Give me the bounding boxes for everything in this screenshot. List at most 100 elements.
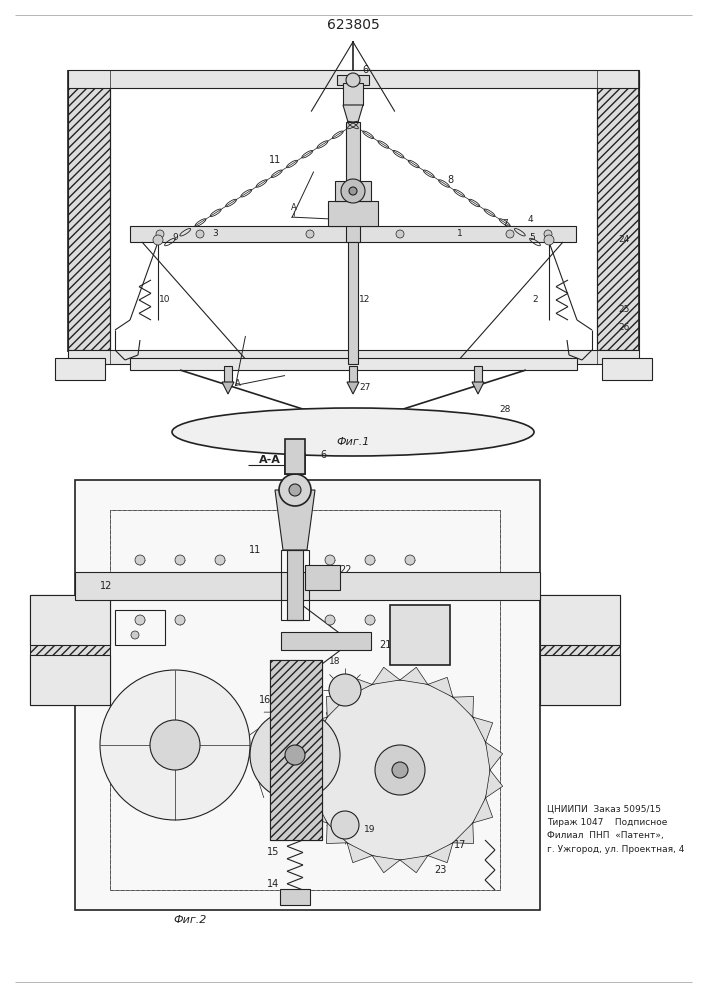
Text: 4: 4 <box>527 216 533 225</box>
Text: 623805: 623805 <box>327 18 380 32</box>
Circle shape <box>331 811 359 839</box>
Circle shape <box>325 615 335 625</box>
Bar <box>328 201 378 226</box>
Circle shape <box>310 680 490 860</box>
Text: 12: 12 <box>100 581 112 591</box>
Polygon shape <box>222 382 234 394</box>
Text: 25: 25 <box>618 306 629 314</box>
Bar <box>597 72 639 350</box>
Polygon shape <box>486 742 503 770</box>
Circle shape <box>346 73 360 87</box>
Bar <box>540 595 620 645</box>
Circle shape <box>100 670 250 820</box>
Polygon shape <box>343 105 363 122</box>
Text: 1: 1 <box>457 230 463 238</box>
Text: 17: 17 <box>454 840 466 850</box>
Circle shape <box>135 615 145 625</box>
Text: 15: 15 <box>267 847 279 857</box>
Polygon shape <box>308 717 327 742</box>
Polygon shape <box>347 382 359 394</box>
Text: 14: 14 <box>267 879 279 889</box>
Polygon shape <box>372 667 400 684</box>
Text: 24: 24 <box>618 235 629 244</box>
Circle shape <box>392 762 408 778</box>
Polygon shape <box>275 490 315 550</box>
Bar <box>270 660 322 840</box>
Text: 6: 6 <box>362 65 368 75</box>
Circle shape <box>285 745 305 765</box>
Polygon shape <box>428 843 453 863</box>
Bar <box>602 358 652 380</box>
Polygon shape <box>473 798 493 823</box>
Polygon shape <box>347 677 372 697</box>
Text: 2: 2 <box>532 296 538 304</box>
Text: 11: 11 <box>249 545 261 555</box>
Circle shape <box>329 674 361 706</box>
Bar <box>540 655 620 705</box>
Text: 6: 6 <box>320 450 326 460</box>
Circle shape <box>365 555 375 565</box>
Circle shape <box>306 230 314 238</box>
Bar <box>270 660 322 840</box>
Circle shape <box>175 615 185 625</box>
Polygon shape <box>473 717 493 742</box>
Text: Фиг.1: Фиг.1 <box>337 437 370 447</box>
Polygon shape <box>400 856 428 873</box>
Text: Фиг.2: Фиг.2 <box>173 915 206 925</box>
Bar <box>287 550 303 620</box>
Text: А-А: А-А <box>259 455 281 465</box>
Text: 7: 7 <box>502 220 508 229</box>
Bar <box>335 181 371 201</box>
Bar <box>281 632 371 650</box>
Bar <box>130 358 577 370</box>
Polygon shape <box>472 382 484 394</box>
Circle shape <box>506 230 514 238</box>
Circle shape <box>153 235 163 245</box>
Bar <box>337 75 369 85</box>
Polygon shape <box>486 770 503 798</box>
Circle shape <box>375 745 425 795</box>
Circle shape <box>544 230 552 238</box>
Circle shape <box>544 235 554 245</box>
Circle shape <box>215 555 225 565</box>
Text: 22: 22 <box>339 565 351 575</box>
Bar <box>75 480 540 910</box>
Bar <box>68 350 639 364</box>
Circle shape <box>131 631 139 639</box>
Circle shape <box>365 615 375 625</box>
Bar <box>30 655 110 705</box>
Circle shape <box>341 179 365 203</box>
Bar <box>348 242 358 364</box>
Text: 11: 11 <box>269 155 281 165</box>
Circle shape <box>349 187 357 195</box>
Polygon shape <box>453 696 474 717</box>
Bar <box>305 565 340 590</box>
Bar <box>390 605 450 665</box>
Bar <box>30 595 110 705</box>
Bar <box>343 83 363 105</box>
Text: 8: 8 <box>447 175 453 185</box>
Bar <box>30 595 110 645</box>
Polygon shape <box>428 677 453 697</box>
Circle shape <box>135 555 145 565</box>
Polygon shape <box>297 742 315 770</box>
Text: 9: 9 <box>172 232 178 241</box>
Bar <box>68 70 639 88</box>
Bar <box>346 122 360 242</box>
Text: 19: 19 <box>364 826 375 834</box>
Polygon shape <box>327 823 347 844</box>
Text: А: А <box>291 202 297 212</box>
Text: 13: 13 <box>362 182 374 190</box>
Bar <box>280 889 310 905</box>
Text: 23: 23 <box>434 865 446 875</box>
Text: 16: 16 <box>259 695 271 705</box>
Circle shape <box>175 555 185 565</box>
Text: ЦНИИПИ  Заказ 5095/15
Тираж 1047    Подписное
Филиал  ПНП  «Патент»,
г. Ужгород,: ЦНИИПИ Заказ 5095/15 Тираж 1047 Подписно… <box>547 805 684 854</box>
Bar <box>285 439 305 474</box>
Bar <box>68 72 110 350</box>
Bar <box>110 510 500 890</box>
Text: 21: 21 <box>379 640 391 650</box>
Text: 18: 18 <box>329 658 341 666</box>
Circle shape <box>150 720 200 770</box>
Text: 28: 28 <box>499 406 510 414</box>
